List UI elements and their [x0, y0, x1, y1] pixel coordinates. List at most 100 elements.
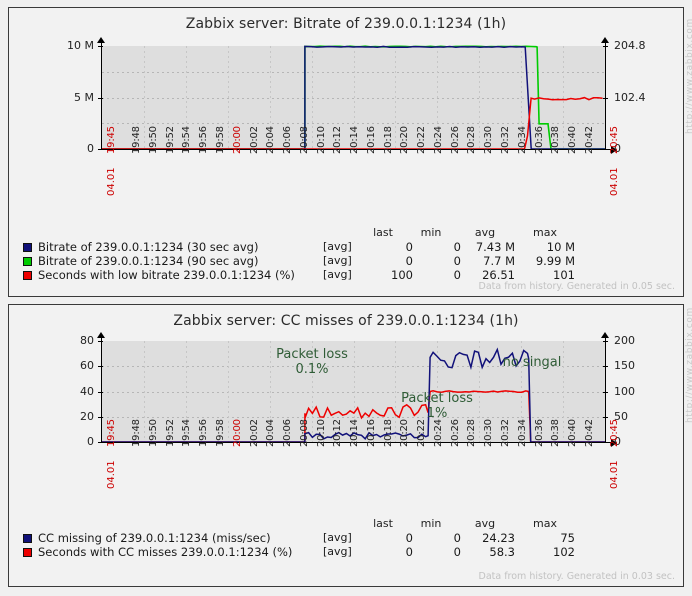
axis-tick-mark [603, 442, 608, 443]
axis-tick-label: 100 [614, 384, 635, 398]
legend-item-label: Bitrate of 239.0.0.1:1234 (90 sec avg) [38, 254, 259, 268]
axis-tick-label: 40 [80, 384, 94, 398]
plot-area-cc-misses [102, 341, 605, 443]
legend-value-last: 0 [405, 545, 413, 559]
right-axis-line [605, 338, 606, 443]
x-axis-tick-label: 20:28 [466, 126, 478, 154]
x-axis-tick-label: 20:20 [399, 126, 411, 154]
legend-rows: CC missing of 239.0.0.1:1234 (miss/sec) [… [23, 531, 673, 559]
x-axis-tick-label: 20:32 [500, 419, 512, 447]
legend-value-avg: 58.3 [489, 545, 515, 559]
axis-tick-label: 0 [87, 142, 94, 155]
annotation-line-1: no singal [502, 355, 562, 370]
legend-value-max: 10 M [546, 240, 575, 254]
legend-value-min: 0 [453, 254, 461, 268]
right-axis-arrow-icon [601, 332, 609, 338]
legend-row: Seconds with low bitrate 239.0.0.1:1234 … [23, 268, 673, 282]
legend-value-min: 0 [453, 268, 461, 282]
x-axis-tick-label: 20:38 [550, 419, 562, 447]
axis-tick-mark [98, 416, 103, 418]
x-axis-tick-label: 19:54 [181, 126, 193, 154]
x-axis-tick-label: 19:52 [164, 126, 176, 154]
x-axis-tick-label: 20:42 [583, 126, 595, 154]
legend-color-swatch [23, 534, 32, 543]
x-axis-tick-label: 20:18 [382, 419, 394, 447]
x-axis-tick-label: 20:16 [365, 126, 377, 154]
legend-value-max: 75 [560, 531, 575, 545]
legend-item-label: CC missing of 239.0.0.1:1234 (miss/sec) [38, 531, 271, 545]
x-axis-tick-label: 20:38 [550, 126, 562, 154]
x-axis-tick-label: 20:08 [298, 126, 310, 154]
chart-annotation: no singal [477, 355, 587, 370]
x-axis-tick-label: 19:54 [181, 419, 193, 447]
x-axis-tick-label: 20:40 [567, 126, 579, 154]
x-axis-tick-label: 20:00 [231, 126, 243, 154]
x-axis-tick-label: 20:04 [265, 419, 277, 447]
axis-tick-mark [603, 391, 608, 393]
legend-column-header: avg [474, 226, 496, 239]
chart-annotation: Packet loss 0.1% [257, 347, 367, 377]
axis-tick-label: 0 [614, 435, 621, 448]
x-axis-tick-label: 19:45 [106, 126, 117, 154]
axis-tick-label: 200 [614, 334, 635, 347]
left-axis-arrow-icon [97, 37, 105, 43]
x-axis-tick-label: 20:28 [466, 419, 478, 447]
x-axis-tick-label: 19:48 [131, 126, 143, 154]
zabbix-watermark: http://www.zabbix.com [685, 18, 692, 134]
axis-tick-label: 20 [80, 409, 94, 423]
legend-cc-misses: last min avg max CC missing of 239.0.0.1:12… [23, 517, 673, 559]
annotation-line-2: 0.1% [295, 362, 329, 377]
plot-svg-cc-misses [102, 341, 605, 443]
graph-footer: Data from history. Generated in 0.05 sec… [478, 281, 676, 292]
axis-tick-mark [603, 366, 608, 368]
axis-tick-mark [603, 341, 608, 342]
legend-column-header: last [373, 517, 393, 530]
graph-footer: Data from history. Generated in 0.03 sec… [478, 571, 676, 582]
legend-color-swatch [23, 243, 32, 252]
x-axis-tick-label: 20:34 [516, 126, 528, 154]
x-axis-tick-label: 20:04 [265, 126, 277, 154]
annotation-line-2: 1% [426, 406, 448, 421]
x-axis-tick-label: 19:50 [147, 419, 159, 447]
x-axis-tick-label: 20:24 [432, 419, 444, 447]
x-axis-tick-label: 20:45 [609, 126, 620, 154]
legend-item-label: Seconds with low bitrate 239.0.0.1:1234 … [38, 268, 295, 282]
x-axis-tick-label: 20:02 [248, 419, 260, 447]
legend-row: Seconds with CC misses 239.0.0.1:1234 (%… [23, 545, 673, 559]
x-axis-tick-label: 20:36 [533, 126, 545, 154]
legend-column-header: min [420, 517, 442, 530]
x-axis-tick-label: 20:22 [416, 419, 428, 447]
axis-tick-label: 102.4 [614, 90, 646, 104]
legend-aggregation-function: [avg] [323, 268, 352, 281]
x-axis-tick-label: 19:58 [214, 126, 226, 154]
zabbix-graph-page: Zabbix server: Bitrate of 239.0.0.1:1234… [0, 7, 692, 596]
x-axis-tick-label: 19:45 [106, 419, 117, 447]
x-axis-tick-label: 20:12 [332, 419, 344, 447]
legend-column-header: max [533, 226, 557, 239]
x-axis-tick-label: 20:06 [282, 126, 294, 154]
x-axis-tick-label: 20:24 [432, 126, 444, 154]
baseline [101, 442, 612, 443]
x-axis-tick-label: 20:26 [449, 126, 461, 154]
x-axis-tick-label: 20:06 [282, 419, 294, 447]
chart-annotation: Packet loss 1% [382, 391, 492, 421]
axis-tick-mark [98, 442, 103, 443]
x-axis-tick-label: 19:56 [198, 126, 210, 154]
x-axis-tick-label: 20:20 [399, 419, 411, 447]
legend-column-header: avg [474, 517, 496, 530]
legend-column-header: max [533, 517, 557, 530]
plot-svg-bitrate [102, 45, 605, 150]
x-axis-tick-label: 20:42 [583, 419, 595, 447]
legend-color-swatch [23, 257, 32, 266]
baseline-arrow-icon [611, 439, 617, 447]
annotation-line-1: Packet loss [401, 391, 473, 406]
left-axis-line [101, 43, 102, 150]
axis-tick-label: 0 [614, 142, 621, 155]
x-axis-tick-label: 20:02 [248, 126, 260, 154]
x-axis-tick-label: 20:00 [231, 419, 243, 447]
x-axis-tick-label: 20:10 [315, 126, 327, 154]
axis-tick-label: 80 [80, 334, 94, 347]
plot-area-bitrate [102, 45, 605, 150]
legend-row: Bitrate of 239.0.0.1:1234 (30 sec avg) [a… [23, 240, 673, 254]
x-axis-tick-label: 20:22 [416, 126, 428, 154]
